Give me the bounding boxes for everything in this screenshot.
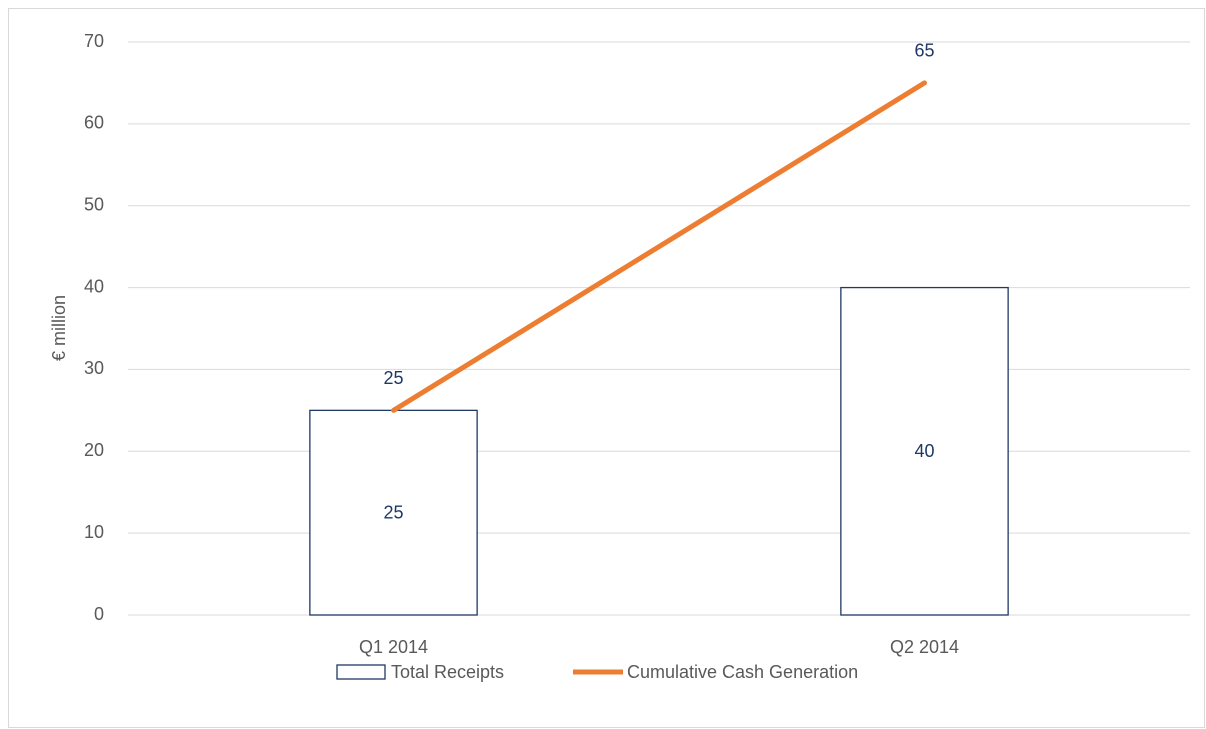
chart-frame xyxy=(8,8,1205,728)
y-tick-label: 60 xyxy=(84,113,104,133)
data-label: 40 xyxy=(914,441,934,461)
data-label: 25 xyxy=(383,368,403,388)
legend-swatch xyxy=(336,664,386,680)
legend-label: Total Receipts xyxy=(391,662,504,682)
y-tick-label: 20 xyxy=(84,440,104,460)
data-label: 25 xyxy=(383,502,403,522)
y-tick-label: 50 xyxy=(84,194,104,214)
y-tick-label: 0 xyxy=(94,604,104,624)
line xyxy=(391,80,927,413)
legend-label: Cumulative Cash Generation xyxy=(627,662,858,682)
data-label: 65 xyxy=(914,41,934,61)
bar xyxy=(309,409,478,616)
y-tick-label: 40 xyxy=(84,276,104,296)
y-tick-label: 70 xyxy=(84,31,104,51)
y-axis-label: € million xyxy=(49,295,69,361)
y-tick-label: 30 xyxy=(84,358,104,378)
bar xyxy=(840,286,1009,616)
x-tick-label: Q1 2014 xyxy=(359,637,428,657)
x-tick-label: Q2 2014 xyxy=(890,637,959,657)
y-tick-label: 10 xyxy=(84,522,104,542)
